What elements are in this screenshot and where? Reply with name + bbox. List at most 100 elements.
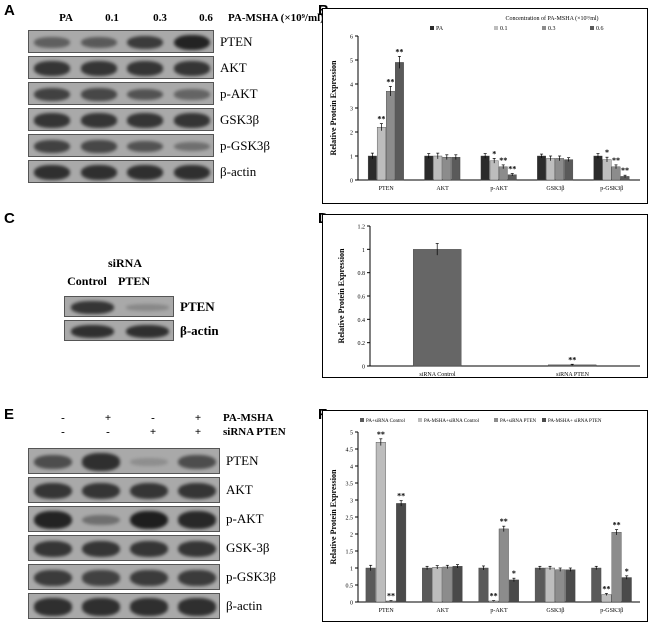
blot-e-row2-label: siRNA PTEN — [223, 426, 286, 438]
bar — [593, 155, 603, 181]
x-tick-label: GSK3β — [546, 608, 564, 614]
significance-mark: * — [605, 148, 609, 157]
blot-e-r1-s2: - — [151, 412, 155, 424]
x-tick-label: p-GSK3β — [600, 186, 623, 192]
blot-a-strip-2 — [28, 82, 214, 105]
significance-mark: ** — [387, 592, 395, 601]
bar — [367, 155, 377, 181]
bar — [564, 159, 574, 181]
y-tick-label: 4.5 — [346, 448, 354, 454]
y-tick-label: 0.5 — [346, 584, 354, 590]
blot-e-band — [178, 482, 216, 500]
legend-label: PA — [436, 26, 444, 32]
significance-mark: ** — [568, 355, 576, 364]
blot-e-strip-0 — [28, 448, 220, 474]
bar — [611, 166, 621, 181]
blot-e-band — [82, 598, 120, 616]
blot-a-strip-3 — [28, 108, 214, 131]
significance-mark: * — [625, 567, 629, 576]
blot-a-band — [34, 87, 71, 102]
blot-a-band — [127, 113, 164, 128]
x-tick-label: p-AKT — [490, 186, 508, 192]
blot-e-row-label: p-GSK3β — [226, 569, 276, 584]
blot-a-band — [34, 37, 71, 48]
blot-e-r1-s0: - — [61, 412, 65, 424]
bar — [451, 156, 461, 181]
significance-mark: ** — [612, 156, 620, 165]
blot-a-band — [80, 88, 117, 101]
chart-f: 0 0.5 1 1.5 2 2.5 3 3.5 4 4.5 5 Relative Protein Ex… — [322, 410, 648, 622]
bar — [365, 567, 376, 603]
blot-e-band — [130, 510, 168, 530]
x-tick-label: GSK3β — [546, 186, 564, 192]
y-tick-label: 5 — [350, 59, 353, 65]
legend-swatch — [542, 26, 546, 30]
y-tick-label: 3 — [350, 499, 353, 505]
y-axis-label: Relative Protein Expression — [329, 469, 338, 564]
significance-mark: ** — [613, 521, 621, 530]
blot-c-band — [126, 324, 169, 339]
significance-mark: ** — [397, 492, 405, 501]
bar — [478, 567, 489, 603]
significance-mark: ** — [377, 115, 385, 124]
blot-c-col-pten: PTEN — [117, 274, 150, 288]
blot-e-band — [130, 458, 168, 466]
blot-a-band — [127, 35, 164, 50]
y-tick-label: 0.8 — [358, 271, 366, 277]
y-tick-label: 2 — [350, 131, 353, 137]
y-tick-label: 3 — [350, 107, 353, 113]
x-tick-label: AKT — [436, 186, 449, 192]
x-tick-label: siRNA Control — [419, 372, 456, 378]
blot-a-row-label: GSK3β — [220, 111, 260, 127]
legend-swatch — [430, 26, 434, 30]
bar — [601, 594, 612, 603]
y-tick-label: 5 — [350, 431, 353, 437]
bar — [432, 567, 443, 603]
blot-c-band — [71, 301, 114, 314]
blot-c-strip-0 — [64, 296, 174, 317]
blot-e-r2-s0: - — [61, 426, 65, 438]
blot-a-row-label: β-actin — [220, 163, 257, 179]
y-axis-label: Relative Protein Expression — [329, 60, 338, 155]
blot-e-band — [82, 482, 120, 500]
bar — [452, 566, 463, 603]
significance-mark: ** — [490, 592, 498, 601]
chart-frame — [322, 214, 648, 378]
x-tick-label: p-AKT — [490, 608, 508, 614]
significance-mark: ** — [386, 77, 394, 86]
bar — [545, 567, 556, 603]
blot-a-treatment-label: PA-MSHA (×10⁹/ml) — [228, 12, 324, 24]
y-tick-label: 0.6 — [358, 295, 366, 301]
bar — [480, 155, 490, 181]
legend-swatch — [418, 418, 422, 422]
bar — [508, 579, 519, 603]
legend-label: 0.1 — [500, 26, 508, 32]
blot-a-band — [127, 165, 164, 180]
bar — [602, 159, 612, 181]
blot-a-band — [80, 36, 117, 49]
significance-mark: * — [512, 569, 516, 578]
bar — [498, 528, 509, 603]
legend-label: PA-MSHA+ siRNA PTEN — [548, 419, 602, 424]
bar — [498, 166, 508, 181]
y-tick-label: 2 — [350, 533, 353, 539]
blot-e-band — [178, 598, 216, 616]
blot-e-r2-s1: - — [106, 426, 110, 438]
blot-a-band — [173, 61, 210, 76]
blot-a-band — [173, 141, 210, 152]
blot-a-row-label: p-GSK3β — [220, 137, 270, 153]
blot-a-band — [80, 113, 117, 128]
y-tick-label: 3.5 — [346, 482, 354, 488]
blot-a-col-0.3: 0.3 — [153, 12, 167, 24]
blot-e-band — [34, 540, 72, 558]
blot-e-band — [130, 569, 168, 586]
blot-a-band — [173, 165, 210, 180]
blot-c-band — [71, 324, 114, 339]
blot-a-band — [173, 89, 210, 100]
x-tick-label: AKT — [436, 608, 449, 614]
western-blot-a: PA 0.1 0.3 0.6 PA-MSHA (×10⁹/ml) PTEN AKT… — [28, 8, 324, 188]
y-tick-label: 2.5 — [346, 516, 354, 522]
blot-e-row-label: β-actin — [226, 598, 263, 613]
blot-e-row-label: p-AKT — [226, 511, 264, 526]
blot-e-strip-4 — [28, 564, 220, 590]
